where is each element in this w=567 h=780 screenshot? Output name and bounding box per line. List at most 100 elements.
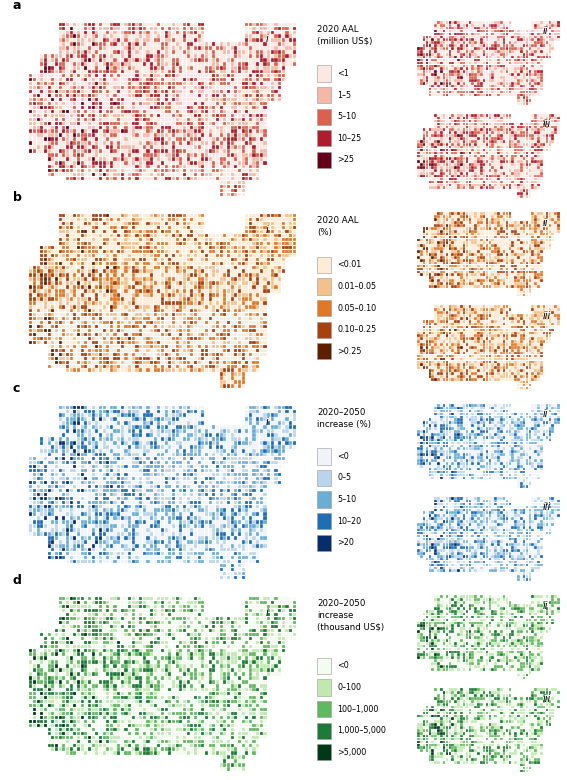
Bar bbox=[546, 340, 548, 343]
Bar bbox=[139, 410, 142, 413]
Bar bbox=[531, 424, 534, 427]
Bar bbox=[55, 516, 58, 519]
Bar bbox=[509, 236, 511, 239]
Bar bbox=[443, 651, 446, 653]
Bar bbox=[471, 222, 474, 224]
Bar bbox=[205, 509, 208, 512]
Bar bbox=[128, 368, 131, 372]
Bar bbox=[434, 122, 437, 126]
Bar bbox=[426, 227, 428, 229]
Bar bbox=[198, 309, 201, 313]
Bar bbox=[517, 561, 520, 563]
Bar bbox=[457, 274, 460, 276]
Bar bbox=[161, 457, 164, 460]
Bar bbox=[121, 613, 124, 616]
Bar bbox=[219, 353, 223, 356]
Bar bbox=[176, 441, 179, 445]
Bar bbox=[209, 106, 211, 109]
Bar bbox=[429, 183, 431, 186]
Bar bbox=[161, 692, 164, 696]
Bar bbox=[201, 552, 204, 555]
Bar bbox=[183, 489, 186, 492]
Bar bbox=[489, 33, 491, 35]
Bar bbox=[264, 433, 266, 437]
Bar bbox=[454, 758, 457, 760]
Bar bbox=[179, 712, 183, 715]
Bar bbox=[454, 346, 457, 349]
Bar bbox=[62, 457, 65, 460]
Bar bbox=[293, 46, 296, 50]
Bar bbox=[267, 640, 270, 644]
Bar bbox=[161, 657, 164, 660]
Bar bbox=[497, 369, 500, 372]
Bar bbox=[534, 126, 537, 128]
Bar bbox=[497, 222, 500, 224]
Bar bbox=[492, 659, 494, 662]
Bar bbox=[66, 484, 69, 488]
Bar bbox=[443, 82, 446, 84]
Bar bbox=[537, 215, 540, 218]
Bar bbox=[110, 520, 113, 523]
Bar bbox=[457, 421, 460, 424]
Bar bbox=[168, 536, 171, 540]
Bar bbox=[70, 473, 73, 477]
Bar bbox=[40, 114, 44, 117]
Bar bbox=[475, 549, 477, 551]
Bar bbox=[264, 676, 266, 679]
Bar bbox=[514, 555, 517, 558]
Bar bbox=[81, 657, 84, 660]
Bar bbox=[183, 278, 186, 281]
Bar bbox=[451, 555, 454, 558]
Bar bbox=[164, 129, 168, 133]
Bar bbox=[434, 79, 437, 82]
Bar bbox=[457, 622, 460, 624]
Bar bbox=[278, 27, 281, 30]
Bar bbox=[517, 755, 520, 757]
Bar bbox=[201, 672, 204, 675]
Bar bbox=[179, 728, 183, 731]
Bar bbox=[44, 141, 47, 145]
Bar bbox=[528, 743, 531, 746]
Bar bbox=[66, 633, 69, 636]
Bar bbox=[88, 548, 91, 551]
Bar bbox=[88, 30, 91, 34]
Bar bbox=[475, 169, 477, 172]
Bar bbox=[212, 629, 215, 632]
Bar bbox=[503, 625, 505, 627]
Bar bbox=[417, 358, 420, 360]
Bar bbox=[81, 696, 84, 700]
Bar bbox=[511, 714, 514, 717]
Bar bbox=[33, 484, 36, 488]
Bar bbox=[73, 739, 77, 743]
Bar bbox=[443, 453, 446, 456]
Bar bbox=[520, 430, 523, 433]
Bar bbox=[216, 158, 219, 161]
Bar bbox=[506, 462, 509, 465]
Bar bbox=[514, 549, 517, 551]
Bar bbox=[509, 230, 511, 232]
Bar bbox=[103, 648, 105, 652]
Bar bbox=[227, 621, 230, 624]
Bar bbox=[146, 145, 150, 149]
Bar bbox=[517, 647, 520, 651]
Bar bbox=[417, 544, 420, 546]
Bar bbox=[282, 445, 285, 448]
Bar bbox=[475, 218, 477, 221]
Bar bbox=[139, 282, 142, 285]
Bar bbox=[256, 532, 259, 536]
Bar bbox=[252, 516, 256, 519]
Bar bbox=[486, 615, 488, 619]
Bar bbox=[278, 289, 281, 292]
Bar bbox=[73, 648, 77, 652]
Bar bbox=[88, 158, 91, 161]
Bar bbox=[523, 163, 526, 166]
Bar bbox=[520, 335, 523, 337]
Bar bbox=[520, 181, 523, 183]
Bar bbox=[110, 78, 113, 81]
Bar bbox=[486, 761, 488, 764]
Bar bbox=[431, 276, 434, 279]
Bar bbox=[84, 505, 87, 508]
Bar bbox=[223, 181, 226, 184]
Bar bbox=[486, 79, 488, 82]
Bar bbox=[514, 564, 517, 566]
